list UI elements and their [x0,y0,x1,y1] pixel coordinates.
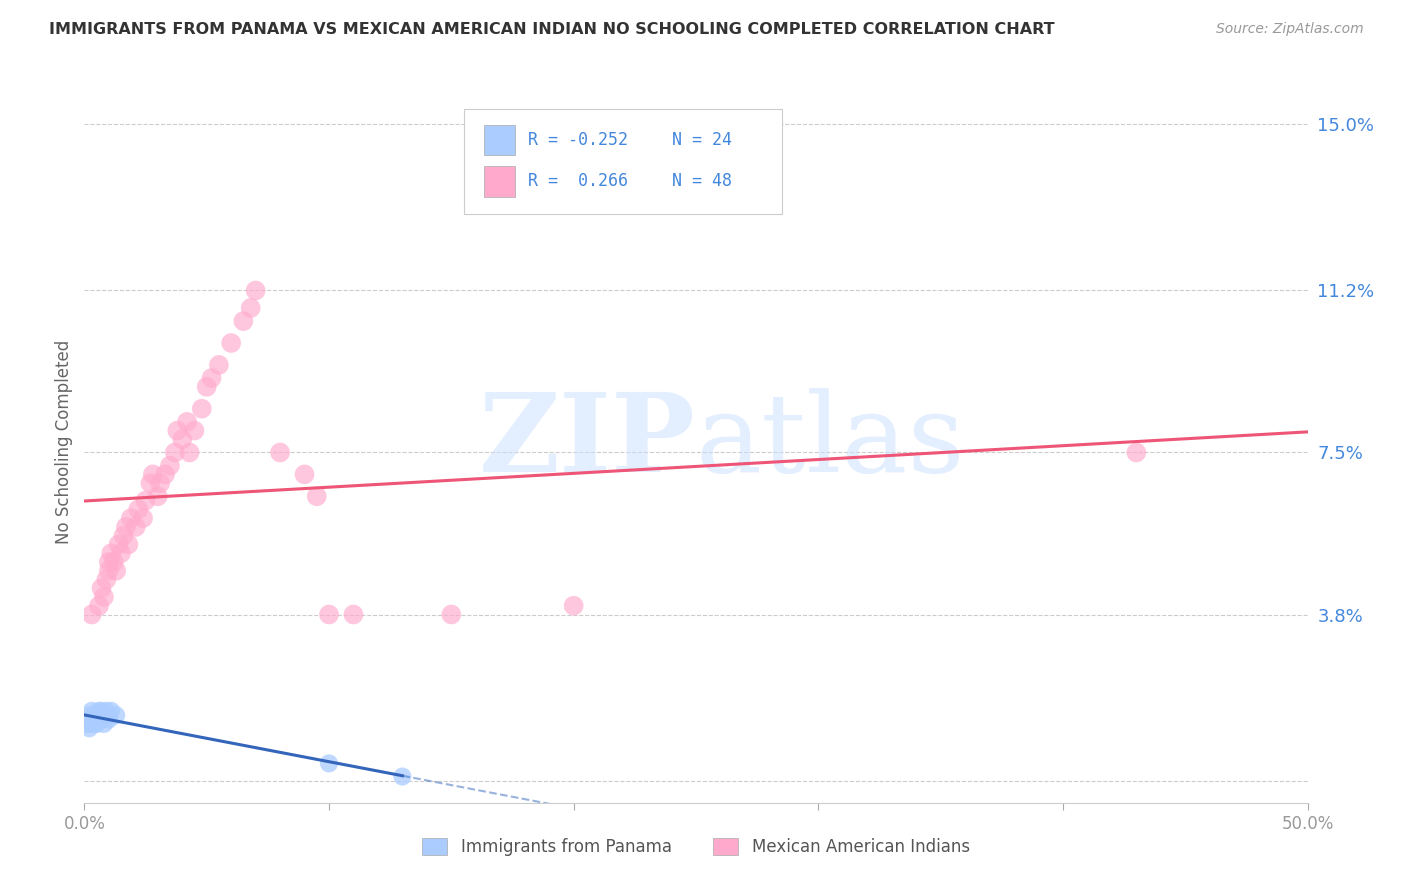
Point [208,358,231,372]
Point [200,371,222,385]
Point [87,599,110,613]
Point [149,476,172,491]
Point [120,511,142,525]
Point [97,708,120,723]
Text: Source: ZipAtlas.com: Source: ZipAtlas.com [1216,22,1364,37]
Point [132,511,155,525]
Point [153,467,176,482]
Point [245,284,267,298]
Point [342,607,364,622]
Point [110,546,132,560]
Point [294,467,316,482]
Point [146,489,169,503]
Point [142,467,165,482]
Point [391,770,413,784]
Point [191,401,214,416]
Text: ZIP: ZIP [479,388,696,495]
Bar [484,166,515,196]
Text: N = 24: N = 24 [672,131,731,149]
Point [100,704,122,718]
Point [90,713,112,727]
Point [318,607,340,622]
Point [87,708,110,723]
Point [87,704,110,718]
Point [103,555,125,569]
Point [86,717,108,731]
Point [166,424,188,438]
Point [96,573,118,587]
Point [80,704,103,718]
Text: R = -0.252: R = -0.252 [529,131,628,149]
Point [86,713,108,727]
Point [105,708,128,723]
Point [139,476,162,491]
Point [105,564,128,578]
Point [176,415,198,429]
Point [77,708,100,723]
Point [305,489,328,503]
Point [183,424,205,438]
Bar [484,125,515,155]
Point [172,433,194,447]
Point [107,537,129,551]
Text: R =  0.266: R = 0.266 [529,172,628,190]
Point [117,537,139,551]
Text: IMMIGRANTS FROM PANAMA VS MEXICAN AMERICAN INDIAN NO SCHOOLING COMPLETED CORRELA: IMMIGRANTS FROM PANAMA VS MEXICAN AMERIC… [49,22,1054,37]
Point [239,301,262,315]
Point [97,555,120,569]
Point [83,717,105,731]
Point [269,445,291,459]
Point [179,445,201,459]
Point [219,336,242,351]
FancyBboxPatch shape [464,109,782,214]
Point [90,704,112,718]
Point [76,717,98,731]
Point [93,717,115,731]
Point [440,607,463,622]
Point [562,599,585,613]
Point [97,713,120,727]
Point [127,502,149,516]
Point [86,708,108,723]
Point [125,520,148,534]
Point [96,704,118,718]
Point [159,458,181,473]
Point [93,590,115,604]
Point [163,445,186,459]
Legend: Immigrants from Panama, Mexican American Indians: Immigrants from Panama, Mexican American… [416,831,976,863]
Point [80,713,103,727]
Point [97,564,120,578]
Point [77,722,100,736]
Point [100,546,122,560]
Point [83,708,105,723]
Point [80,717,103,731]
Point [1125,445,1147,459]
Point [232,314,254,328]
Point [318,756,340,771]
Point [195,380,218,394]
Text: N = 48: N = 48 [672,172,731,190]
Point [112,529,135,543]
Point [90,581,112,595]
Text: atlas: atlas [696,388,966,495]
Point [93,708,115,723]
Point [80,607,103,622]
Point [135,493,157,508]
Y-axis label: No Schooling Completed: No Schooling Completed [55,340,73,543]
Point [115,520,138,534]
